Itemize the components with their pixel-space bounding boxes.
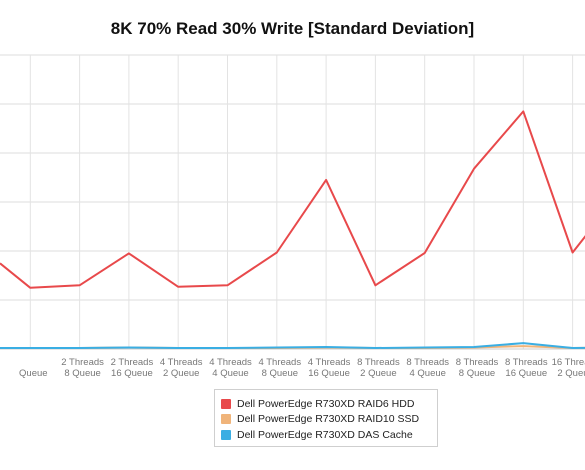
- x-tick-label-line1: 2 Threads: [111, 357, 154, 368]
- x-tick-label-line1: 4 Threads: [209, 357, 252, 368]
- x-tick-label-line1: 4 Threads: [308, 357, 351, 368]
- x-tick-label-line1: 2 Threads: [61, 357, 104, 368]
- x-tick-label-line2: 4 Queue: [212, 368, 248, 379]
- legend-label-raid6-hdd: Dell PowerEdge R730XD RAID6 HDD: [237, 397, 415, 410]
- x-tick-label-line1: 16 Threads: [552, 357, 585, 368]
- legend-item-das-cache[interactable]: Dell PowerEdge R730XD DAS Cache: [221, 427, 413, 442]
- legend-label-das-cache: Dell PowerEdge R730XD DAS Cache: [237, 428, 413, 441]
- x-tick-label-line2: 8 Queue: [459, 368, 495, 379]
- x-tick-label-line2: 2 Queue: [360, 368, 396, 379]
- x-tick-label-line2: 16 Queue: [308, 368, 350, 379]
- x-tick-label-line1: 8 Threads: [406, 357, 449, 368]
- chart-title: 8K 70% Read 30% Write [Standard Deviatio…: [110, 19, 475, 38]
- legend-swatch-raid6-hdd: [221, 398, 231, 409]
- x-tick-label-line2: 2 Queue: [163, 368, 199, 379]
- legend-label-raid10-ssd: Dell PowerEdge R730XD RAID10 SSD: [237, 412, 420, 425]
- x-tick-label-line1: 4 Threads: [160, 357, 203, 368]
- x-tick-label-line1: 4 Threads: [258, 357, 301, 368]
- x-tick-label-line2: 2 Queue: [557, 368, 585, 379]
- x-tick-label-line2: 4 Queue: [409, 368, 445, 379]
- x-tick-label-line2: 16 Queue: [111, 368, 153, 379]
- x-tick-label-line2: 16 Queue: [505, 368, 547, 379]
- legend-item-raid10-ssd[interactable]: Dell PowerEdge R730XD RAID10 SSD: [221, 411, 419, 426]
- legend-item-raid6-hdd[interactable]: Dell PowerEdge R730XD RAID6 HDD: [221, 396, 414, 411]
- x-tick-label-line1: 8 Threads: [456, 357, 499, 368]
- legend-swatch-das-cache: [221, 429, 231, 440]
- legend-swatch-raid10-ssd: [221, 413, 231, 424]
- x-tick-label-line1: 8 Threads: [357, 357, 400, 368]
- series-line-das-cache: [0, 342, 585, 349]
- x-tick-label-line1: 8 Threads: [505, 357, 548, 368]
- x-tick-label-line2: 8 Queue: [262, 368, 298, 379]
- series-line-raid6-hdd: [0, 110, 585, 289]
- x-tick-label-line2: 8 Queue: [64, 368, 100, 379]
- x-tick-label-line2: Queue: [19, 368, 48, 379]
- legend: Dell PowerEdge R730XD RAID6 HDD Dell Pow…: [214, 389, 438, 447]
